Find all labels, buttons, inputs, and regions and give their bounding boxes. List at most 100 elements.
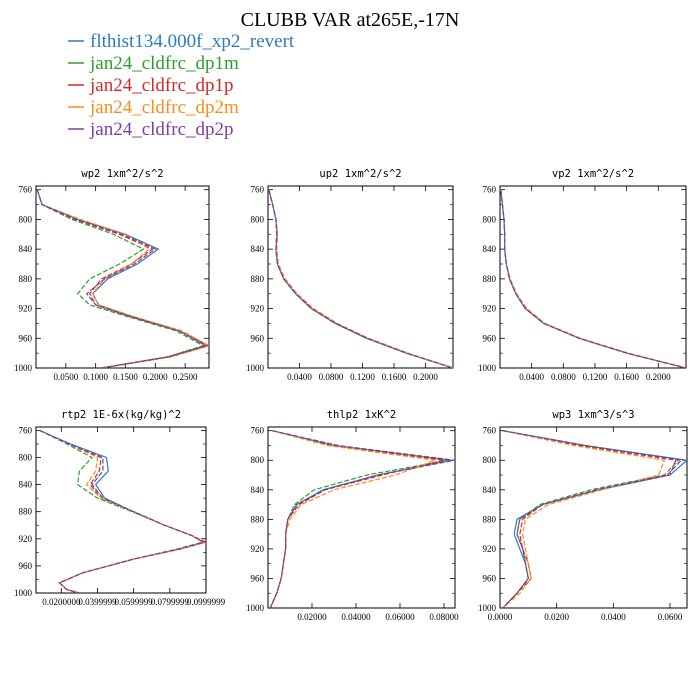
series-line bbox=[268, 189, 453, 368]
series-line bbox=[268, 189, 453, 368]
y-tick-label: 840 bbox=[19, 244, 33, 254]
series-line bbox=[36, 189, 208, 368]
panel-title: vp2 1xm^2/s^2 bbox=[552, 168, 634, 180]
y-tick-label: 800 bbox=[483, 455, 497, 465]
y-tick-label: 960 bbox=[19, 333, 33, 343]
y-tick-label: 760 bbox=[19, 185, 33, 195]
plot-frame bbox=[35, 185, 210, 369]
y-tick-label: 840 bbox=[483, 244, 497, 254]
legend-label: jan24_cldfrc_dp1m bbox=[89, 53, 239, 74]
series-line bbox=[268, 189, 453, 368]
y-tick-label: 840 bbox=[251, 244, 265, 254]
plot-frame bbox=[499, 426, 688, 609]
x-tick-label: 0.0400 bbox=[601, 612, 626, 622]
series-line bbox=[500, 189, 686, 368]
y-tick-label: 800 bbox=[483, 214, 497, 224]
y-tick-label: 920 bbox=[483, 544, 497, 554]
panel-title: thlp2 1xK^2 bbox=[327, 409, 397, 421]
x-tick-label: 0.0799999 bbox=[151, 597, 190, 607]
x-tick-label: 0.1600 bbox=[382, 372, 407, 382]
legend-entry: jan24_cldfrc_dp1p bbox=[68, 75, 234, 96]
legend: flthist134.000f_xp2_revertjan24_cldfrc_d… bbox=[68, 31, 295, 140]
y-tick-label: 880 bbox=[483, 274, 497, 284]
y-tick-label: 880 bbox=[483, 514, 497, 524]
y-tick-label: 920 bbox=[19, 304, 33, 314]
y-tick-label: 800 bbox=[251, 455, 265, 465]
plot-frame bbox=[267, 185, 454, 369]
x-tick-label: 0.06000 bbox=[385, 612, 415, 622]
legend-entry: jan24_cldfrc_dp2m bbox=[68, 97, 239, 118]
series-line bbox=[269, 430, 455, 608]
x-tick-label: 0.0400 bbox=[519, 372, 544, 382]
y-tick-label: 800 bbox=[251, 214, 265, 224]
y-tick-label: 760 bbox=[483, 185, 497, 195]
x-tick-label: 0.0400 bbox=[287, 372, 312, 382]
y-tick-label: 920 bbox=[251, 304, 265, 314]
x-tick-label: 0.08000 bbox=[429, 612, 459, 622]
series-line bbox=[39, 429, 204, 593]
y-tick-label: 920 bbox=[251, 544, 265, 554]
y-tick-label: 840 bbox=[483, 485, 497, 495]
panel: wp3 1xm^3/s^3 760 800 840 880 920 960 10000.000… bbox=[478, 409, 688, 622]
series-line bbox=[500, 189, 686, 368]
y-tick-label: 800 bbox=[19, 452, 33, 462]
y-tick-label: 800 bbox=[19, 214, 33, 224]
series-line bbox=[269, 430, 451, 608]
x-tick-label: 0.0800 bbox=[319, 372, 344, 382]
x-tick-label: 0.2000 bbox=[143, 372, 168, 382]
y-tick-label: 760 bbox=[251, 426, 265, 436]
series-line bbox=[500, 189, 686, 368]
panel: thlp2 1xK^2 760 800 840 880 920 960 1000 0.02000… bbox=[246, 409, 459, 622]
panel: up2 1xm^2/s^2 760 800 840 880 920 960 1000 0.040… bbox=[246, 168, 454, 382]
figure-title: CLUBB VAR at265E,-17N bbox=[241, 9, 460, 31]
y-tick-label: 760 bbox=[483, 426, 497, 436]
legend-label: jan24_cldfrc_dp2p bbox=[89, 119, 234, 140]
y-tick-label: 960 bbox=[483, 573, 497, 583]
y-tick-label: 880 bbox=[251, 514, 265, 524]
series-line bbox=[502, 430, 683, 608]
x-tick-label: 0.0800 bbox=[551, 372, 576, 382]
series-line bbox=[36, 189, 209, 368]
y-tick-label: 920 bbox=[483, 304, 497, 314]
x-tick-label: 0.04000 bbox=[341, 612, 371, 622]
series-line bbox=[268, 189, 453, 368]
y-tick-label: 960 bbox=[483, 333, 497, 343]
y-tick-label: 1000 bbox=[14, 588, 33, 598]
series-line bbox=[500, 189, 686, 368]
series-line bbox=[39, 429, 206, 593]
x-tick-label: 0.0600 bbox=[658, 612, 683, 622]
legend-label: flthist134.000f_xp2_revert bbox=[90, 31, 295, 52]
x-tick-label: 0.2500 bbox=[173, 372, 198, 382]
legend-entry: jan24_cldfrc_dp1m bbox=[68, 53, 239, 74]
y-tick-label: 960 bbox=[251, 333, 265, 343]
y-tick-label: 1000 bbox=[478, 603, 497, 613]
y-tick-label: 960 bbox=[251, 573, 265, 583]
series-line bbox=[268, 189, 453, 368]
y-tick-label: 760 bbox=[19, 425, 33, 435]
y-tick-label: 840 bbox=[19, 480, 33, 490]
y-tick-label: 1000 bbox=[478, 363, 497, 373]
series-line bbox=[39, 429, 206, 593]
x-tick-label: 0.2000 bbox=[646, 372, 671, 382]
x-tick-label: 0.2000 bbox=[413, 372, 438, 382]
plot-frame bbox=[35, 426, 207, 594]
series-line bbox=[502, 430, 666, 608]
y-tick-label: 1000 bbox=[246, 363, 265, 373]
panel-title: rtp2 1E-6x(kg/kg)^2 bbox=[61, 409, 181, 421]
legend-entry: jan24_cldfrc_dp2p bbox=[68, 119, 234, 140]
panel-title: wp2 1xm^2/s^2 bbox=[81, 168, 163, 180]
panel-title: wp3 1xm^3/s^3 bbox=[552, 409, 634, 421]
legend-entry: flthist134.000f_xp2_revert bbox=[68, 31, 295, 52]
panel: rtp2 1E-6x(kg/kg)^2 760 800 840 880 920 960 100… bbox=[14, 409, 226, 607]
series-line bbox=[500, 189, 686, 368]
y-tick-label: 1000 bbox=[246, 603, 265, 613]
x-tick-label: 0.0599999 bbox=[115, 597, 154, 607]
x-tick-label: 0.1200 bbox=[583, 372, 608, 382]
plot-frame bbox=[499, 185, 687, 369]
panel: vp2 1xm^2/s^2 760 800 840 880 920 960 1000 0.040… bbox=[478, 168, 687, 382]
x-tick-label: 0.0200 bbox=[544, 612, 569, 622]
y-tick-label: 880 bbox=[19, 274, 33, 284]
series-line bbox=[269, 430, 436, 608]
x-tick-label: 0.0999999 bbox=[187, 597, 226, 607]
x-tick-label: 0.0500 bbox=[53, 372, 78, 382]
